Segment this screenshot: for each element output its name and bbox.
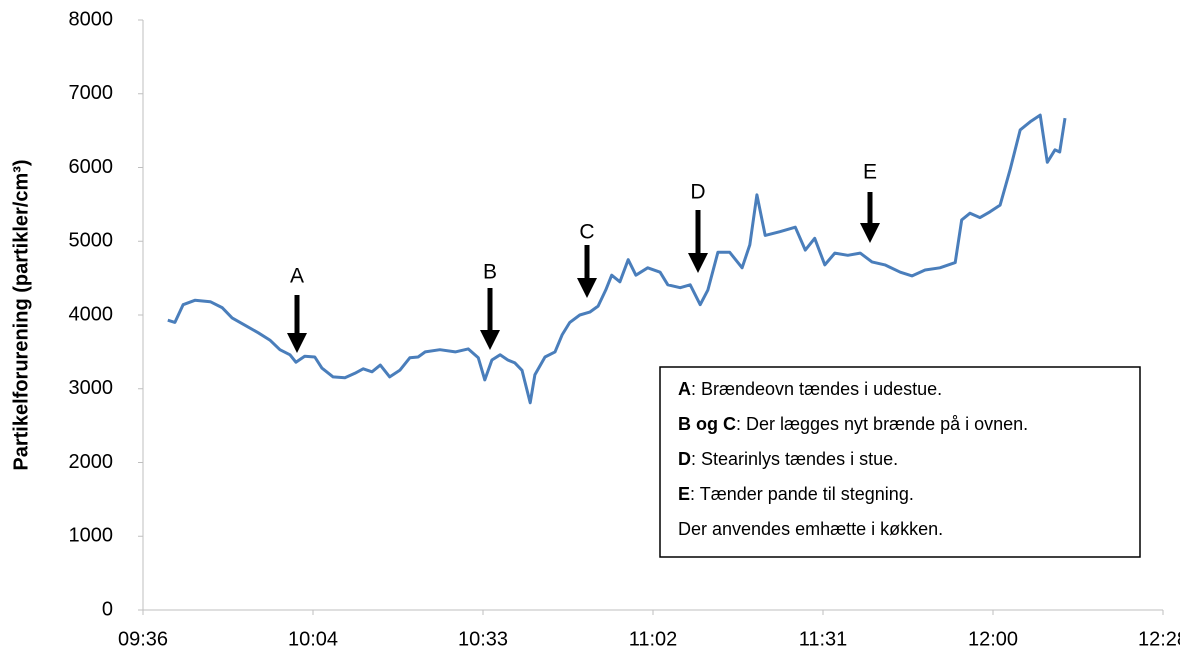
note-text: : Stearinlys tændes i stue. [691,449,898,469]
x-tick-label: 12:28 [1138,628,1180,650]
x-tick-label: 12:00 [968,628,1018,650]
note-line: E: Tænder pande til stegning. [678,484,914,504]
annotation-label: B [483,261,497,284]
data-line [167,113,1067,405]
annotation-label: A [290,265,304,288]
y-tick-label: 6000 [69,156,114,178]
y-tick-label: 3000 [69,377,114,399]
note-text: : Brændeovn tændes i udestue. [691,379,942,399]
y-tick-label: 2000 [69,451,114,473]
note-text: Der anvendes emhætte i køkken. [678,519,943,539]
x-tick-label: 09:36 [118,628,168,650]
annotation-label: C [579,221,594,244]
note-key: B og C [678,414,736,434]
y-axis-label: Partikelforurening (partikler/cm³) [10,159,32,470]
note-text: : Der lægges nyt brænde på i ovnen. [736,414,1028,434]
y-tick-label: 7000 [69,82,114,104]
x-tick-label: 10:04 [288,628,338,650]
note-line: Der anvendes emhætte i køkken. [678,519,943,539]
x-tick-label: 11:31 [799,628,848,650]
y-tick-label: 5000 [69,230,114,252]
note-key: E [678,484,690,504]
note-key: A [678,379,691,399]
note-text: : Tænder pande til stegning. [690,484,914,504]
y-tick-label: 1000 [69,525,114,547]
x-tick-label: 11:02 [629,628,678,650]
notes-box [659,366,1141,558]
y-tick-label: 4000 [69,303,114,325]
y-tick-label: 0 [102,598,113,620]
annotation-label: E [863,161,877,184]
annotation-label: D [690,181,705,204]
note-line: A: Brændeovn tændes i udestue. [678,379,942,399]
x-tick-label: 10:33 [458,628,508,650]
note-key: D [678,449,691,469]
note-line: D: Stearinlys tændes i stue. [678,449,898,469]
note-line: B og C: Der lægges nyt brænde på i ovnen… [678,414,1028,434]
y-tick-label: 8000 [69,8,114,30]
